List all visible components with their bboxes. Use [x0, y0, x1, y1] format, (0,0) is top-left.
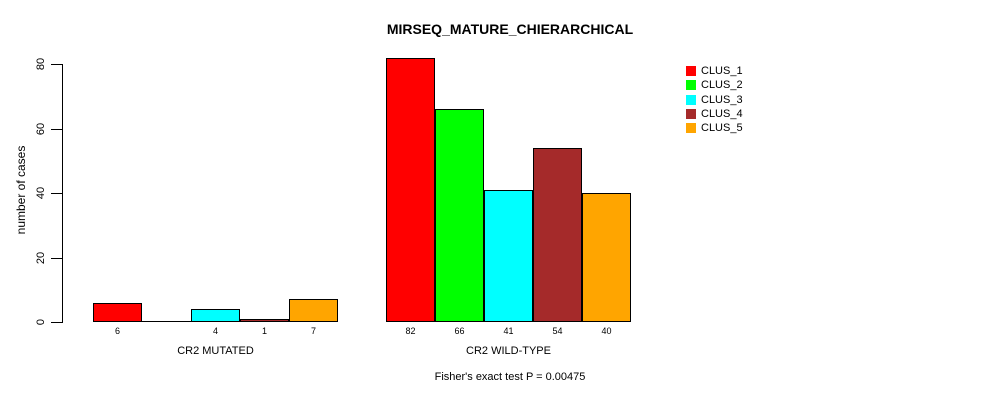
annotation-text: Fisher's exact test P = 0.00475 [434, 371, 586, 383]
bar-value-label: 1 [261, 326, 268, 336]
legend-color-swatch [686, 123, 696, 133]
bar-zero-height [142, 321, 191, 322]
bar [386, 58, 435, 322]
y-axis-tick [51, 129, 62, 130]
legend-color-swatch [686, 66, 696, 76]
bar-value-label: 40 [601, 326, 612, 336]
bar [191, 309, 240, 322]
y-axis-tick-label: 60 [35, 122, 47, 136]
y-axis-line [62, 64, 63, 323]
bar [533, 148, 582, 322]
y-axis-tick [51, 322, 62, 323]
y-axis-tick-label: 0 [35, 318, 47, 326]
legend-item-label: CLUS_3 [701, 94, 743, 106]
bar-value-label: 41 [503, 326, 514, 336]
bar-value-label: 82 [405, 326, 416, 336]
legend-item-label: CLUS_2 [701, 79, 743, 91]
bar-value-label: 4 [212, 326, 219, 336]
legend-item: CLUS_5 [686, 121, 743, 135]
chart-title: MIRSEQ_MATURE_CHIERARCHICAL [386, 21, 634, 37]
y-axis-tick-label: 80 [35, 57, 47, 71]
legend-item: CLUS_4 [686, 107, 743, 121]
x-axis-category-label: CR2 MUTATED [177, 345, 254, 357]
y-axis-tick [51, 258, 62, 259]
y-axis-tick [51, 193, 62, 194]
bar [582, 193, 631, 322]
bar [289, 299, 338, 322]
legend-color-swatch [686, 80, 696, 90]
y-axis-tick-label: 20 [35, 251, 47, 265]
y-axis-title: number of cases [14, 145, 28, 235]
x-axis-category-label: CR2 WILD-TYPE [466, 345, 551, 357]
bar-value-label: 66 [454, 326, 465, 336]
bar [484, 190, 533, 322]
legend-item-label: CLUS_1 [701, 65, 743, 77]
legend-color-swatch [686, 109, 696, 119]
bar [435, 109, 484, 322]
legend-item-label: CLUS_4 [701, 108, 743, 120]
y-axis-tick-label: 40 [35, 186, 47, 200]
bar [93, 303, 142, 322]
legend-item: CLUS_1 [686, 64, 743, 78]
bar-value-label: 7 [310, 326, 317, 336]
legend-color-swatch [686, 95, 696, 105]
legend-item: CLUS_2 [686, 78, 743, 92]
y-axis-tick [51, 64, 62, 65]
legend-item-label: CLUS_5 [701, 122, 743, 134]
bar-value-label: 54 [552, 326, 563, 336]
legend-item: CLUS_3 [686, 93, 743, 107]
bar [240, 319, 289, 322]
bar-value-label: 6 [114, 326, 121, 336]
